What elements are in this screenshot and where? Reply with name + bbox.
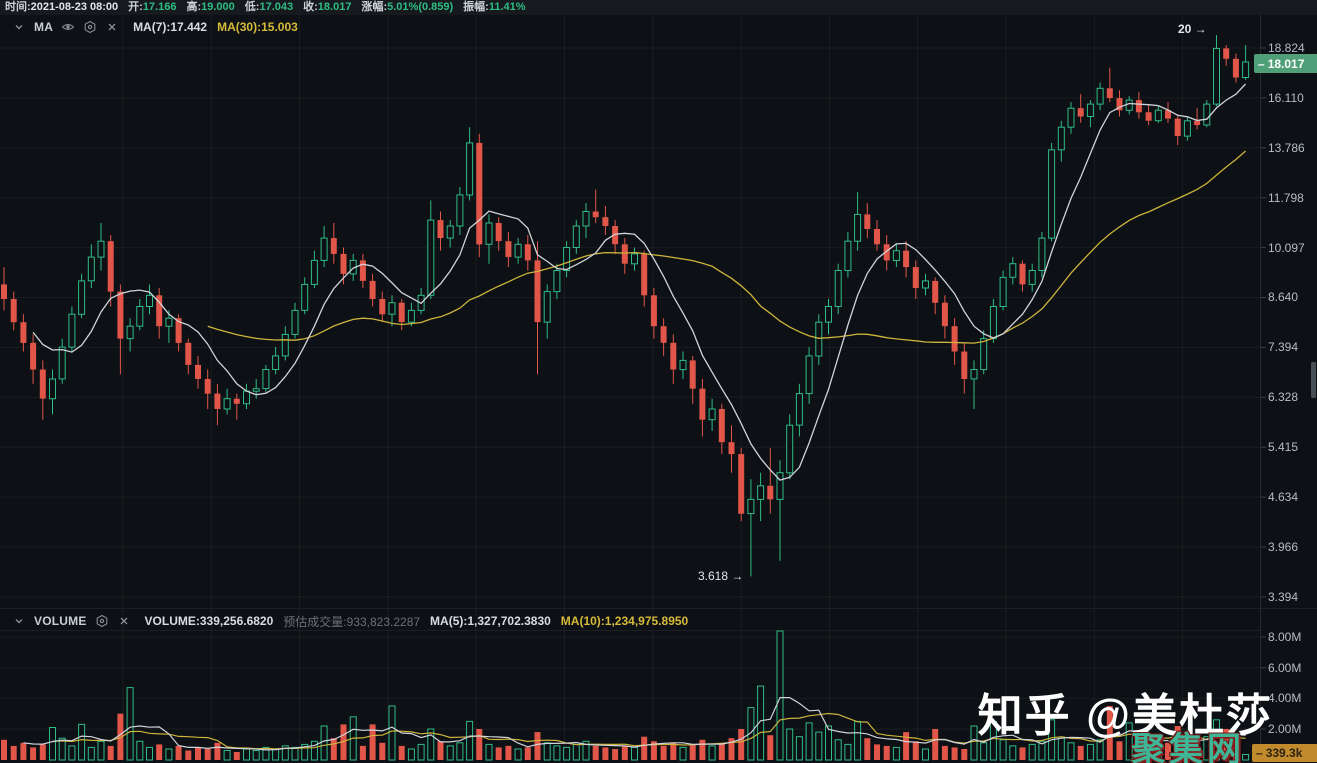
current-price-badge: –18.017 [1254, 54, 1317, 73]
price-axis-label: 6.328 [1268, 390, 1299, 405]
close-icon[interactable] [104, 19, 120, 35]
low-price-annotation: 3.618 → [698, 569, 744, 583]
price-axis-label: 8.640 [1268, 290, 1299, 305]
ma-legend-title: MA [34, 20, 54, 34]
price-axis-label: 18.824 [1268, 41, 1305, 55]
volume-axis-label: 8.00M [1268, 630, 1302, 645]
volume-value: VOLUME:339,256.6820 [144, 614, 274, 628]
price-axis-label: 5.415 [1268, 440, 1299, 455]
price-axis-label: 10.097 [1268, 240, 1305, 255]
ma30-value: MA(30):15.003 [217, 20, 298, 34]
ma-indicator-legend: MA MA(7):17.442 MA(30):15.003 [8, 17, 298, 37]
volume-indicator-legend: VOLUME VOLUME:339,256.6820 预估成交量:933,823… [8, 611, 688, 631]
topbar-field: 时间:2021-08-23 08:00 [5, 1, 119, 13]
price-axis-label: 3.966 [1268, 539, 1299, 554]
price-axis-label: 13.786 [1268, 140, 1305, 155]
volume-axis-label: 6.00M [1268, 660, 1302, 675]
topbar-field: 低:17.043 [244, 1, 294, 13]
volume-axis-label: 2.00M [1268, 722, 1302, 737]
current-volume-badge: –339.3k [1252, 744, 1317, 762]
ohlc-info-bar: 时间:2021-08-23 08:00 开:17.166 高:19.000 低:17.… [0, 0, 1317, 15]
watermark-site: 聚集网 [1131, 731, 1245, 763]
scrollbar-thumb[interactable] [1311, 362, 1316, 398]
chevron-down-icon[interactable] [11, 613, 27, 629]
volume-ma5: MA(5):1,327,702.3830 [430, 614, 551, 628]
volume-ma10: MA(10):1,234,975.8950 [560, 614, 689, 628]
topbar-field: 涨幅:5.01%(0.859) [361, 1, 454, 13]
price-axis-label: 11.798 [1268, 190, 1304, 205]
price-axis-label: 7.394 [1268, 340, 1299, 355]
chevron-down-icon[interactable] [11, 19, 27, 35]
topbar-field: 振幅:11.41% [463, 1, 526, 13]
volume-axis-label: 4.00M [1268, 691, 1302, 706]
ma7-value: MA(7):17.442 [133, 20, 208, 34]
topbar-field: 开:17.166 [128, 1, 177, 13]
close-icon[interactable] [116, 613, 132, 629]
topbar-field: 收:18.017 [303, 1, 352, 13]
volume-estimate: 预估成交量:933,823.2287 [283, 614, 421, 629]
eye-icon[interactable] [60, 19, 76, 35]
high-price-annotation: 20 → [1178, 22, 1207, 36]
price-axis-label: 16.110 [1268, 90, 1304, 105]
price-axis-label: 3.394 [1268, 589, 1299, 604]
settings-gear-icon[interactable] [82, 19, 98, 35]
watermark-zhihu-author: 知乎 @美杜莎 [977, 690, 1273, 741]
settings-gear-icon[interactable] [94, 613, 110, 629]
topbar-field: 高:19.000 [186, 1, 235, 13]
price-axis-label: 4.634 [1268, 490, 1299, 505]
volume-legend-title: VOLUME [34, 614, 87, 628]
